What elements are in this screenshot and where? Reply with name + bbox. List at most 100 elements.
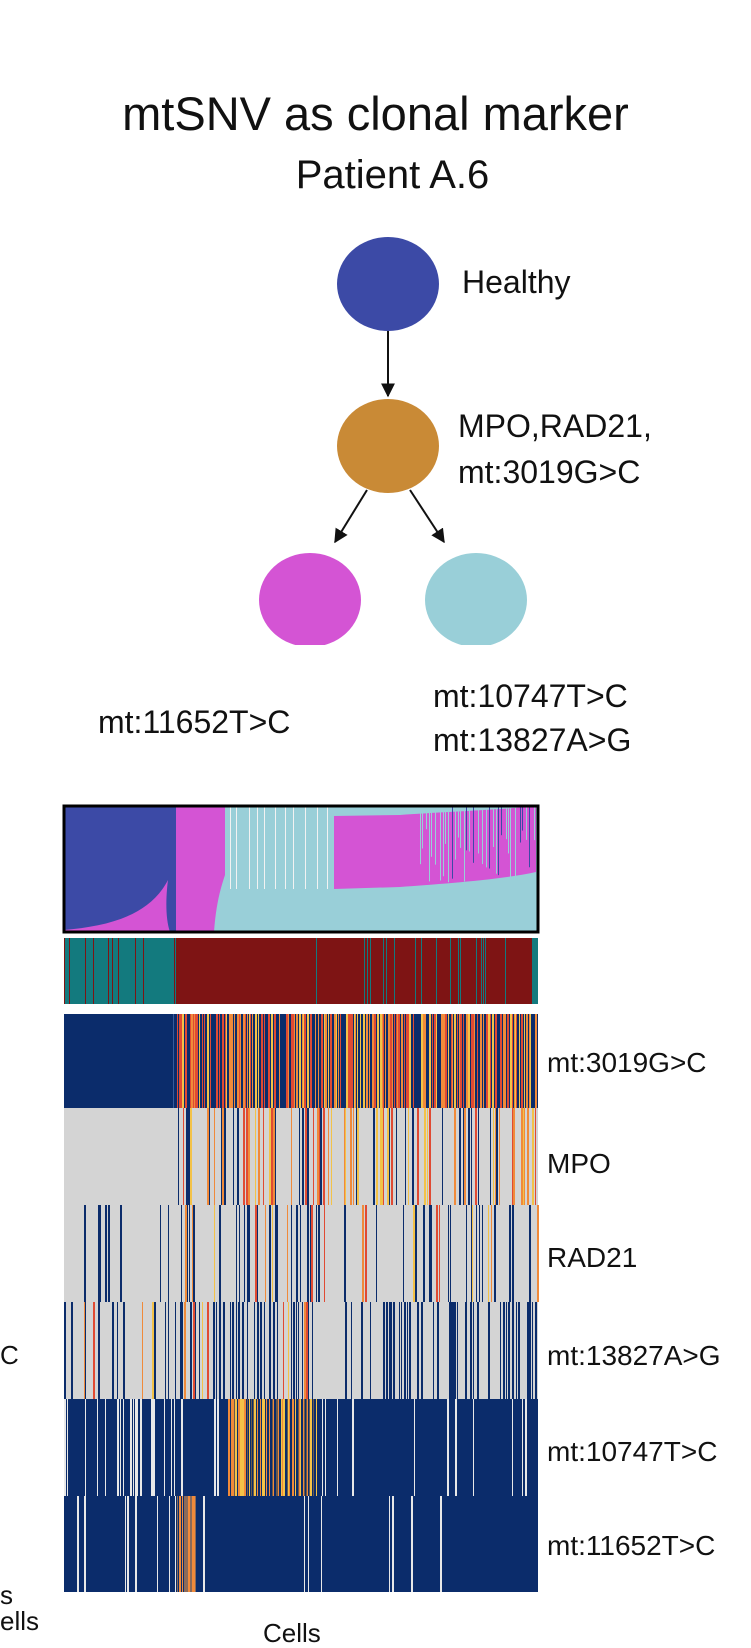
heatmap-row-label-rad21: RAD21	[547, 1242, 638, 1273]
heatmap-row-1-cell	[291, 1108, 292, 1205]
clone-track-streak	[445, 806, 446, 844]
heatmap-row-2-cell	[307, 1205, 309, 1302]
heatmap-row-4-cell	[153, 1399, 155, 1496]
heatmap-row-0-cell	[392, 1014, 393, 1108]
heatmap-row-0-cell	[357, 1014, 358, 1108]
heatmap-row-0-cell	[258, 1014, 259, 1108]
heatmap-row-1-cell	[383, 1108, 384, 1205]
annotation-stripe	[483, 938, 484, 1004]
heatmap-row-1-cell	[307, 1108, 309, 1205]
heatmap-row-3-cell	[508, 1302, 510, 1399]
heatmap-row-1-cell	[190, 1108, 192, 1205]
heatmap-row-1-cell	[186, 1108, 188, 1205]
annotation-block-teal	[64, 938, 176, 1004]
heatmap-row-1-cell	[224, 1108, 226, 1205]
heatmap-row-3-cell	[437, 1302, 439, 1399]
annotation-stripe	[367, 938, 368, 1004]
heatmap-row-0-cell	[495, 1014, 497, 1108]
heatmap-row-0-cell	[252, 1014, 253, 1108]
heatmap-row-4-cell	[97, 1399, 98, 1496]
heatmap-row-0-cell	[271, 1014, 273, 1108]
heatmap-row-4-cell	[254, 1399, 256, 1496]
heatmap-row-0-cell	[490, 1014, 491, 1108]
heatmap-row-2-cell	[120, 1205, 122, 1302]
heatmap-row-4-cell	[273, 1399, 274, 1496]
heatmap-row-0-cell	[472, 1014, 474, 1108]
heatmap-row-2-cell	[448, 1205, 449, 1302]
heatmap-row-1-cell	[412, 1108, 414, 1205]
heatmap-row-1-cell	[429, 1108, 431, 1205]
heatmap-row-0-cell	[268, 1014, 270, 1108]
heatmap-row-0-cell	[321, 1014, 323, 1108]
heatmap-row-0-cell	[207, 1014, 209, 1108]
heatmap-row-4-cell	[151, 1399, 153, 1496]
tree-node-subclone-cyan-label-line1: mt:10747T>C	[433, 678, 628, 714]
heatmap-row-0-cell	[318, 1014, 319, 1108]
heatmap-row-3-cell	[361, 1302, 363, 1399]
heatmap-row-0-cell	[374, 1014, 376, 1108]
heatmap-row-2-cell	[296, 1205, 298, 1302]
annotation-stripe	[383, 938, 384, 1004]
tree-node-subclone-cyan-label: mt:10747T>C mt:13827A>G	[433, 676, 631, 760]
heatmap-row-3-cell	[155, 1302, 156, 1399]
heatmap-row-2-cell	[365, 1205, 367, 1302]
clone-track-streak	[264, 806, 265, 889]
heatmap-row-2-cell	[415, 1205, 417, 1302]
heatmap-row-3-cell	[465, 1302, 467, 1399]
heatmap-row-0-cell	[261, 1014, 263, 1108]
clone-track-streak	[249, 806, 250, 889]
heatmap-row-4-cell	[316, 1399, 317, 1496]
heatmap-row-0-cell	[222, 1014, 224, 1108]
heatmap-row-0-cell	[483, 1014, 484, 1108]
heatmap-row-0-cell	[360, 1014, 361, 1108]
heatmap-row-0-cell	[488, 1014, 490, 1108]
clone-track-streak	[448, 806, 449, 883]
clone-track-streak	[230, 806, 231, 889]
heatmap-row-2-cell	[479, 1205, 480, 1302]
heatmap-row-4-cell	[64, 1399, 66, 1496]
heatmap-row-2-cell	[265, 1205, 266, 1302]
heatmap-row-1-cell	[521, 1108, 523, 1205]
heatmap-row-5-cell	[169, 1496, 170, 1592]
heatmap-row-3-cell	[308, 1302, 309, 1399]
heatmap-row-0-cell	[535, 1014, 537, 1108]
heatmap-row-2-cell	[168, 1205, 169, 1302]
annotation-stripe	[436, 938, 437, 1004]
heatmap-row-4-cell	[522, 1399, 523, 1496]
heatmap-row-0-cell	[380, 1014, 382, 1108]
tree-node-subclone-cyan	[425, 553, 527, 645]
heatmap-row-0-cell	[466, 1014, 468, 1108]
heatmap-row-1-cell	[478, 1108, 479, 1205]
heatmap-row-3-cell	[449, 1302, 451, 1399]
clone-track-streak	[501, 806, 502, 836]
heatmap-row-4-cell	[249, 1399, 250, 1496]
heatmap-row-3-cell	[473, 1302, 474, 1399]
clone-track-streak	[482, 806, 483, 865]
heatmap-row-3-cell	[98, 1302, 100, 1399]
heatmap-row-3-cell	[233, 1302, 234, 1399]
heatmap-row-3-cell	[516, 1302, 517, 1399]
clone-track-streak	[440, 806, 441, 881]
heatmap-row-2-cell	[105, 1205, 107, 1302]
heatmap-row-1-cell	[499, 1108, 500, 1205]
clone-track-streak	[429, 806, 430, 882]
heatmap-row-0-cell	[351, 1014, 353, 1108]
annotation-stripe	[485, 938, 486, 1004]
heatmap-row-1-cell	[475, 1108, 477, 1205]
clone-track-streak	[431, 806, 432, 857]
heatmap-row-4-cell	[325, 1399, 326, 1496]
heatmap-row-0-cell	[303, 1014, 304, 1108]
tree-edge-founder-cyan	[409, 489, 445, 544]
heatmap-row-0-cell	[385, 1014, 386, 1108]
heatmap-row-3-cell	[410, 1302, 411, 1399]
heatmap-row-2-cell	[488, 1205, 489, 1302]
heatmap-row-1-cell	[376, 1108, 378, 1205]
heatmap-row-1-cell	[299, 1108, 300, 1205]
heatmap-row-0-cell	[519, 1014, 520, 1108]
heatmap-row-1-cell	[233, 1108, 234, 1205]
heatmap-row-1-cell	[490, 1108, 491, 1205]
heatmap-row-4-cell	[455, 1399, 457, 1496]
heatmap-row-1-cell	[380, 1108, 382, 1205]
heatmap-row-0-cell	[366, 1014, 368, 1108]
heatmap-row-4-cell	[232, 1399, 234, 1496]
